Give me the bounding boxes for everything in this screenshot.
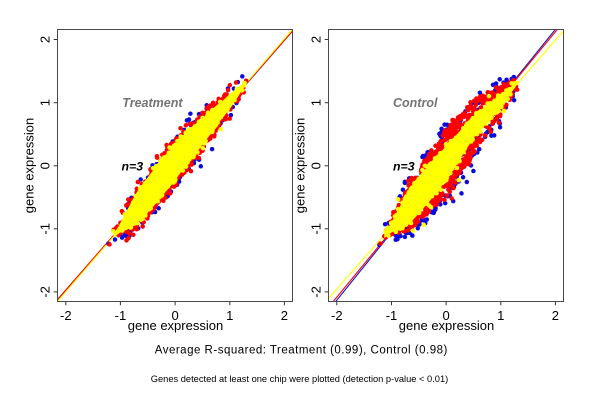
svg-text:-1: -1 bbox=[115, 308, 127, 323]
svg-text:2: 2 bbox=[37, 36, 52, 43]
svg-text:0: 0 bbox=[171, 308, 178, 323]
svg-text:-2: -2 bbox=[60, 308, 72, 323]
svg-text:2: 2 bbox=[281, 308, 288, 323]
svg-text:0: 0 bbox=[37, 162, 52, 169]
svg-text:-1: -1 bbox=[386, 308, 398, 323]
svg-text:n=3: n=3 bbox=[393, 159, 415, 173]
svg-text:0: 0 bbox=[442, 308, 449, 323]
svg-text:Average R-squared: Treatment (: Average R-squared: Treatment (0.99), Con… bbox=[155, 345, 448, 357]
svg-text:n=3: n=3 bbox=[122, 159, 144, 173]
svg-text:1: 1 bbox=[226, 308, 233, 323]
svg-text:1: 1 bbox=[308, 99, 323, 106]
svg-text:-1: -1 bbox=[308, 223, 323, 235]
svg-text:Genes detected at least one ch: Genes detected at least one chip were pl… bbox=[151, 374, 448, 384]
svg-text:1: 1 bbox=[497, 308, 504, 323]
svg-text:gene expression: gene expression bbox=[22, 118, 37, 213]
svg-text:2: 2 bbox=[308, 36, 323, 43]
svg-text:gene expression: gene expression bbox=[293, 118, 308, 213]
svg-text:Treatment: Treatment bbox=[122, 96, 183, 110]
svg-text:-2: -2 bbox=[308, 286, 323, 298]
svg-text:1: 1 bbox=[37, 99, 52, 106]
svg-text:gene expression: gene expression bbox=[399, 318, 494, 333]
svg-text:Control: Control bbox=[393, 96, 438, 110]
svg-text:gene expression: gene expression bbox=[128, 318, 223, 333]
svg-text:0: 0 bbox=[308, 162, 323, 169]
svg-text:-2: -2 bbox=[331, 308, 343, 323]
svg-text:-1: -1 bbox=[37, 223, 52, 235]
svg-text:-2: -2 bbox=[37, 286, 52, 298]
svg-text:2: 2 bbox=[552, 308, 559, 323]
